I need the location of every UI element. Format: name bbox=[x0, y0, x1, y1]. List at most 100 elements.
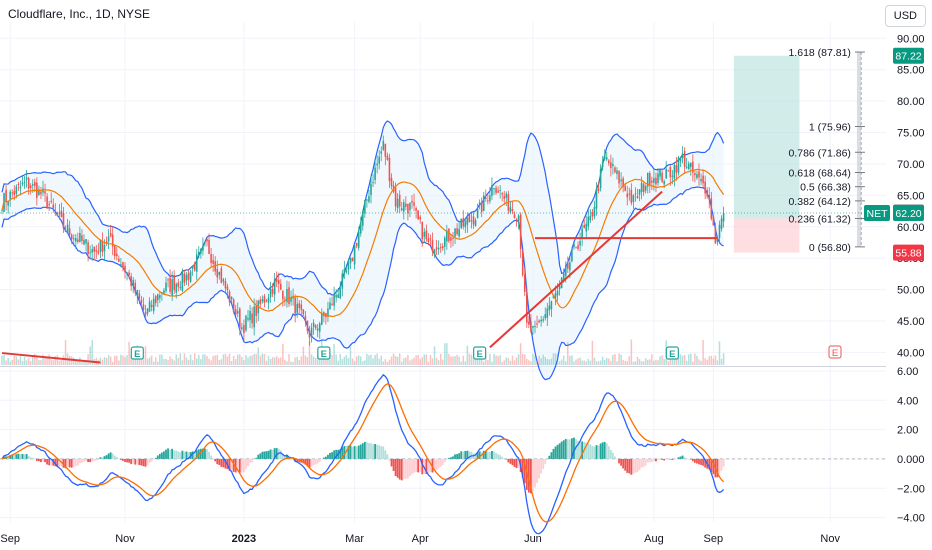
candle[interactable] bbox=[577, 245, 579, 249]
candle[interactable] bbox=[612, 164, 614, 166]
candle[interactable] bbox=[413, 202, 415, 206]
candle[interactable] bbox=[120, 264, 122, 266]
candle[interactable] bbox=[68, 228, 71, 235]
candle[interactable] bbox=[48, 204, 50, 206]
candle[interactable] bbox=[482, 195, 485, 212]
candle[interactable] bbox=[540, 319, 542, 322]
candle[interactable] bbox=[296, 303, 298, 313]
candle[interactable] bbox=[679, 158, 682, 162]
candle[interactable] bbox=[85, 239, 87, 244]
candle[interactable] bbox=[198, 251, 200, 255]
candle[interactable] bbox=[437, 248, 440, 250]
candle[interactable] bbox=[548, 305, 551, 311]
candle[interactable] bbox=[142, 304, 145, 310]
candle[interactable] bbox=[474, 220, 477, 227]
candle[interactable] bbox=[31, 184, 34, 186]
candle[interactable] bbox=[659, 170, 661, 177]
candle[interactable] bbox=[470, 220, 473, 222]
candle[interactable] bbox=[341, 273, 344, 289]
candle[interactable] bbox=[378, 156, 380, 164]
candle[interactable] bbox=[140, 299, 143, 304]
candle[interactable] bbox=[275, 278, 278, 283]
candle[interactable] bbox=[245, 315, 247, 331]
candle[interactable] bbox=[130, 276, 132, 287]
candle[interactable] bbox=[431, 239, 434, 252]
candle[interactable] bbox=[224, 281, 227, 289]
candle[interactable] bbox=[714, 227, 717, 244]
candle[interactable] bbox=[526, 292, 528, 323]
candle[interactable] bbox=[532, 326, 534, 328]
candle[interactable] bbox=[421, 221, 424, 240]
candle[interactable] bbox=[109, 232, 112, 237]
candle[interactable] bbox=[163, 290, 165, 294]
candle[interactable] bbox=[458, 229, 460, 237]
candle[interactable] bbox=[343, 268, 346, 275]
candle[interactable] bbox=[400, 208, 403, 211]
candle[interactable] bbox=[148, 301, 151, 312]
candle[interactable] bbox=[50, 200, 52, 202]
candle[interactable] bbox=[390, 177, 393, 187]
candle[interactable] bbox=[339, 288, 342, 299]
candle[interactable] bbox=[345, 270, 348, 273]
candle[interactable] bbox=[206, 239, 208, 242]
candle[interactable] bbox=[405, 203, 407, 207]
candle[interactable] bbox=[452, 237, 454, 239]
candle[interactable] bbox=[181, 271, 184, 291]
candle[interactable] bbox=[284, 299, 286, 301]
candle[interactable] bbox=[673, 165, 676, 179]
candle[interactable] bbox=[667, 170, 670, 172]
candle[interactable] bbox=[353, 245, 356, 265]
candle[interactable] bbox=[554, 293, 557, 299]
candle[interactable] bbox=[79, 233, 81, 243]
candle[interactable] bbox=[542, 319, 544, 321]
candle[interactable] bbox=[407, 203, 409, 214]
candle[interactable] bbox=[349, 257, 352, 264]
candle[interactable] bbox=[89, 252, 91, 254]
candle[interactable] bbox=[306, 320, 309, 331]
earnings-badge[interactable] bbox=[665, 346, 679, 360]
earnings-marker[interactable]: E bbox=[317, 346, 331, 360]
candle[interactable] bbox=[411, 200, 413, 203]
earnings-marker[interactable]: E bbox=[665, 346, 679, 360]
candle[interactable] bbox=[193, 263, 196, 271]
candle[interactable] bbox=[318, 323, 321, 332]
candle[interactable] bbox=[593, 206, 596, 217]
candle[interactable] bbox=[567, 263, 569, 269]
candle[interactable] bbox=[710, 198, 713, 219]
candle[interactable] bbox=[126, 272, 128, 274]
candle[interactable] bbox=[214, 261, 216, 272]
candle[interactable] bbox=[499, 189, 501, 191]
candle[interactable] bbox=[298, 303, 301, 309]
candle[interactable] bbox=[282, 290, 284, 300]
candle[interactable] bbox=[649, 173, 651, 185]
candle[interactable] bbox=[138, 293, 141, 299]
candle[interactable] bbox=[236, 311, 239, 314]
candle[interactable] bbox=[398, 194, 401, 207]
candle[interactable] bbox=[159, 295, 161, 299]
candle[interactable] bbox=[72, 238, 75, 240]
candle[interactable] bbox=[694, 173, 696, 176]
candle[interactable] bbox=[351, 257, 354, 262]
candle[interactable] bbox=[17, 184, 20, 186]
candle[interactable] bbox=[372, 181, 374, 184]
candle[interactable] bbox=[700, 178, 702, 182]
candle[interactable] bbox=[187, 272, 190, 280]
candle[interactable] bbox=[56, 213, 59, 217]
candle[interactable] bbox=[640, 182, 643, 193]
candle[interactable] bbox=[450, 237, 452, 241]
candle[interactable] bbox=[530, 321, 532, 332]
candle[interactable] bbox=[681, 153, 684, 159]
candle[interactable] bbox=[277, 280, 280, 285]
candle[interactable] bbox=[154, 296, 157, 304]
candle[interactable] bbox=[261, 299, 264, 302]
candle[interactable] bbox=[157, 294, 159, 301]
candle[interactable] bbox=[712, 215, 715, 226]
candle[interactable] bbox=[519, 214, 522, 250]
candle[interactable] bbox=[5, 189, 7, 202]
candle[interactable] bbox=[60, 210, 63, 217]
candle[interactable] bbox=[11, 192, 14, 194]
candle[interactable] bbox=[42, 188, 44, 193]
candle[interactable] bbox=[419, 216, 421, 220]
candle[interactable] bbox=[626, 193, 629, 198]
earnings-badge[interactable] bbox=[130, 346, 144, 360]
